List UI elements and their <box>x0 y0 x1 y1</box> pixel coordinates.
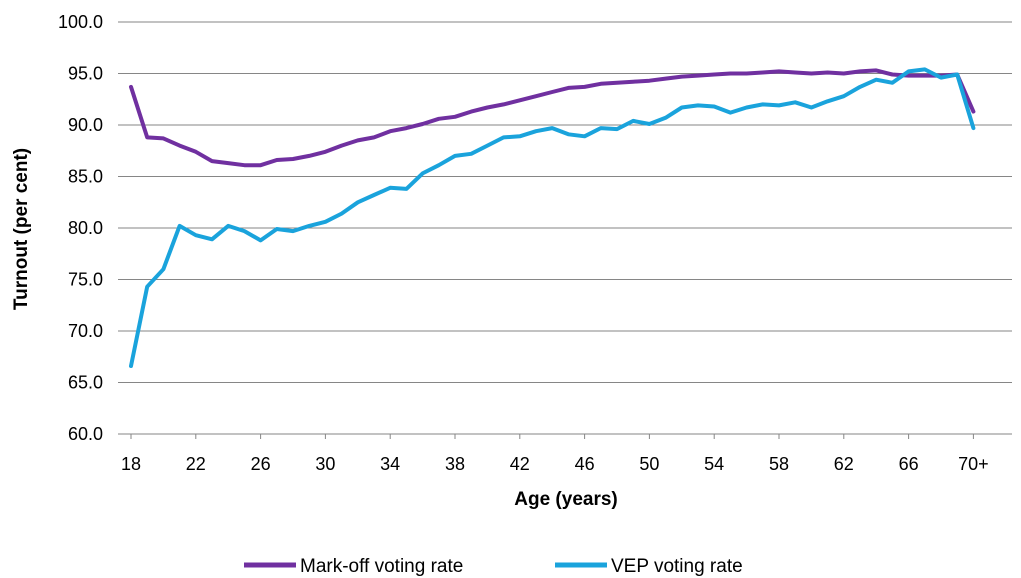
gridlines <box>118 21 1012 383</box>
legend-label-mark-off: Mark-off voting rate <box>300 556 463 577</box>
y-tick-label: 80.0 <box>68 218 103 238</box>
series-line-mark-off <box>129 68 976 168</box>
y-tick-label: 90.0 <box>68 115 103 135</box>
legend: Mark-off voting rate VEP voting rate <box>244 556 743 577</box>
y-tick-label: 100.0 <box>58 12 103 32</box>
x-tick-label: 58 <box>769 454 789 474</box>
y-tick-label: 60.0 <box>68 424 103 444</box>
legend-label-vep: VEP voting rate <box>611 556 743 577</box>
y-tick-label: 85.0 <box>68 167 103 187</box>
x-tick-label: 18 <box>121 454 141 474</box>
x-tick-marks <box>130 434 974 439</box>
y-tick-label: 65.0 <box>68 373 103 393</box>
x-tick-label: 66 <box>899 454 919 474</box>
y-tick-label: 70.0 <box>68 321 103 341</box>
x-tick-label: 34 <box>380 454 400 474</box>
x-tick-label: 22 <box>186 454 206 474</box>
y-tick-labels: 60.0 65.0 70.0 75.0 80.0 85.0 90.0 95.0 100.0 <box>58 12 103 444</box>
x-axis-title: Age (years) <box>514 489 618 510</box>
x-tick-label: 30 <box>315 454 335 474</box>
x-tick-label: 54 <box>704 454 724 474</box>
series-line-vep <box>129 67 976 368</box>
legend-item-vep: VEP voting rate <box>555 556 743 577</box>
x-tick-label: 50 <box>639 454 659 474</box>
x-tick-label: 70+ <box>958 454 989 474</box>
y-axis-title: Turnout (per cent) <box>11 148 32 310</box>
x-tick-label: 62 <box>834 454 854 474</box>
y-tick-label: 95.0 <box>68 64 103 84</box>
x-tick-labels: 18 22 26 30 34 38 42 46 50 54 58 62 66 70+ <box>121 454 989 474</box>
x-tick-label: 46 <box>575 454 595 474</box>
x-tick-label: 42 <box>510 454 530 474</box>
legend-item-mark-off: Mark-off voting rate <box>244 556 463 577</box>
y-tick-label: 75.0 <box>68 270 103 290</box>
x-tick-label: 38 <box>445 454 465 474</box>
x-tick-label: 26 <box>251 454 271 474</box>
series-lines <box>129 67 976 368</box>
